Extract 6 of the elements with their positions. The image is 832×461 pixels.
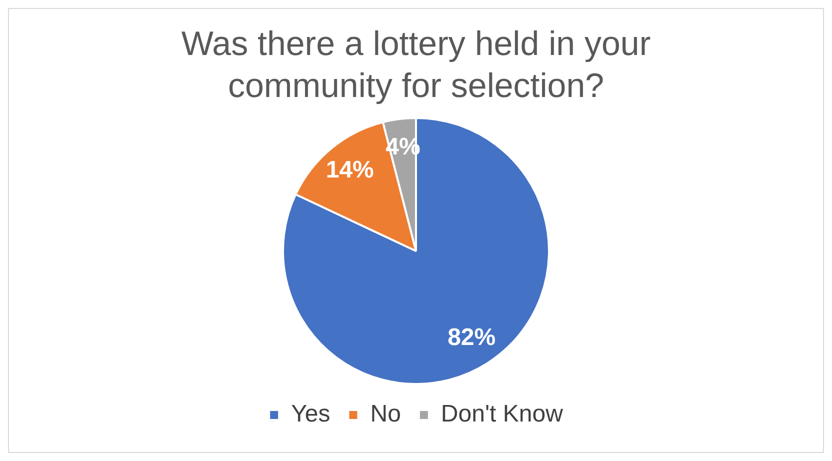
chart-title: Was there a lottery held in your community for selection? xyxy=(180,24,652,107)
legend-label: No xyxy=(370,400,401,428)
legend-label: Don't Know xyxy=(440,400,564,428)
data-label: 14% xyxy=(326,156,374,184)
data-label: 82% xyxy=(448,324,496,352)
legend-label: Yes xyxy=(291,400,330,428)
